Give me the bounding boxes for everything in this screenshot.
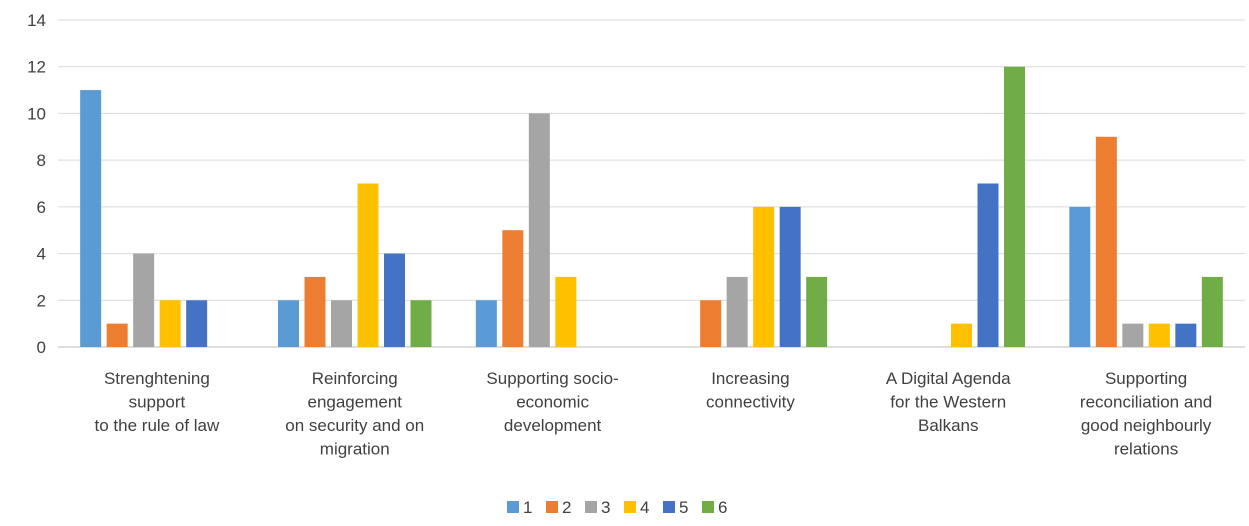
legend-label: 3: [601, 498, 610, 517]
legend-item-2: 2: [546, 498, 571, 517]
y-axis-ticks: 0 2 4 6 8 10 12 14: [27, 11, 46, 357]
category-label: A Digital Agenda for the Western Balkans: [886, 369, 1011, 435]
category-label-line: good neighbourly: [1081, 416, 1212, 435]
y-tick-label: 10: [27, 104, 46, 123]
legend-swatch: [702, 501, 714, 513]
legend-item-1: 1: [507, 498, 532, 517]
legend-swatch: [507, 501, 519, 513]
category-label-line: Supporting socio-: [486, 369, 618, 388]
category-label-line: to the rule of law: [95, 416, 220, 435]
category-label-line: engagement: [307, 393, 402, 412]
category-label-line: development: [504, 416, 602, 435]
category-label: Strenghtening support to the rule of law: [95, 369, 220, 435]
bar-series-3-cat-2: [331, 300, 352, 347]
y-tick-label: 4: [37, 245, 46, 264]
bar-series-4-cat-3: [555, 276, 577, 347]
legend-item-4: 4: [624, 498, 649, 517]
category-label: Supporting reconciliation and good neighbo…: [1080, 369, 1212, 459]
legend-label: 4: [640, 498, 649, 517]
legend-item-3: 3: [585, 498, 610, 517]
category-label-line: connectivity: [706, 393, 795, 412]
y-tick-label: 0: [37, 338, 46, 357]
category-label-line: Supporting: [1105, 369, 1187, 388]
y-tick-label: 2: [37, 291, 46, 310]
legend-swatch: [585, 501, 597, 513]
category-label: Reinforcing engagement on security and on m…: [285, 369, 424, 459]
category-label-line: Strenghtening: [104, 369, 210, 388]
category-label-line: Increasing: [711, 369, 789, 388]
y-tick-label: 8: [37, 151, 46, 170]
y-tick-label: 14: [27, 11, 46, 30]
bar-series-2-cat-2: [304, 276, 326, 347]
category-label-line: economic: [516, 393, 589, 412]
bar-series-4-cat-1: [159, 300, 181, 347]
bar-series-1-cat-1: [80, 90, 102, 348]
legend-swatch: [663, 501, 675, 513]
legend: 1 2 3 4 5 6: [507, 498, 727, 517]
category-label-line: Reinforcing: [312, 369, 398, 388]
bar-series-1-cat-2: [278, 300, 299, 347]
bar-series-2-cat-3: [502, 230, 524, 347]
bar-series-2-cat-1: [106, 323, 128, 347]
bar-series-3-cat-4: [726, 276, 748, 347]
bar-series-6-cat-4: [806, 276, 828, 347]
legend-label: 6: [718, 498, 727, 517]
category-label-line: relations: [1114, 440, 1178, 459]
legend-item-6: 6: [702, 498, 727, 517]
x-axis-categories: Strenghtening support to the rule of law Re…: [95, 369, 1213, 459]
category-label-line: Balkans: [918, 416, 978, 435]
category-label-line: migration: [320, 440, 390, 459]
bar-series-1-cat-6: [1069, 206, 1091, 347]
category-label-line: for the Western: [890, 393, 1006, 412]
y-tick-label: 6: [37, 198, 46, 217]
bar-series-5-cat-1: [186, 300, 208, 347]
legend-swatch: [624, 501, 636, 513]
category-label-line: on security and on: [285, 416, 424, 435]
bar-series-5-cat-5: [977, 183, 999, 347]
category-label-line: A Digital Agenda: [886, 369, 1011, 388]
legend-label: 1: [523, 498, 532, 517]
bars: [80, 66, 1223, 348]
bar-series-5-cat-4: [779, 206, 801, 347]
legend-label: 2: [562, 498, 571, 517]
bar-series-5-cat-2: [384, 253, 405, 347]
bar-series-6-cat-6: [1201, 276, 1223, 347]
bar-series-3-cat-6: [1122, 323, 1144, 347]
bar-series-4-cat-4: [753, 206, 775, 347]
category-label: Increasing connectivity: [706, 369, 795, 412]
bar-series-6-cat-5: [1004, 66, 1025, 347]
bar-series-6-cat-2: [410, 300, 432, 347]
bar-series-4-cat-2: [357, 183, 379, 347]
category-label-line: support: [129, 393, 186, 412]
bar-series-1-cat-3: [475, 300, 497, 347]
y-tick-label: 12: [27, 58, 46, 77]
bar-series-2-cat-4: [700, 300, 722, 347]
legend-swatch: [546, 501, 558, 513]
bar-series-3-cat-3: [528, 113, 550, 347]
bar-series-3-cat-1: [133, 253, 155, 347]
bar-series-5-cat-6: [1175, 323, 1197, 347]
legend-label: 5: [679, 498, 688, 517]
category-label: Supporting socio-economic development: [486, 369, 618, 435]
bar-series-2-cat-6: [1095, 136, 1117, 347]
category-label-line: reconciliation and: [1080, 393, 1212, 412]
bar-series-4-cat-6: [1148, 323, 1170, 347]
legend-item-5: 5: [663, 498, 688, 517]
bar-series-4-cat-5: [951, 323, 972, 347]
gridlines: [58, 19, 1245, 348]
